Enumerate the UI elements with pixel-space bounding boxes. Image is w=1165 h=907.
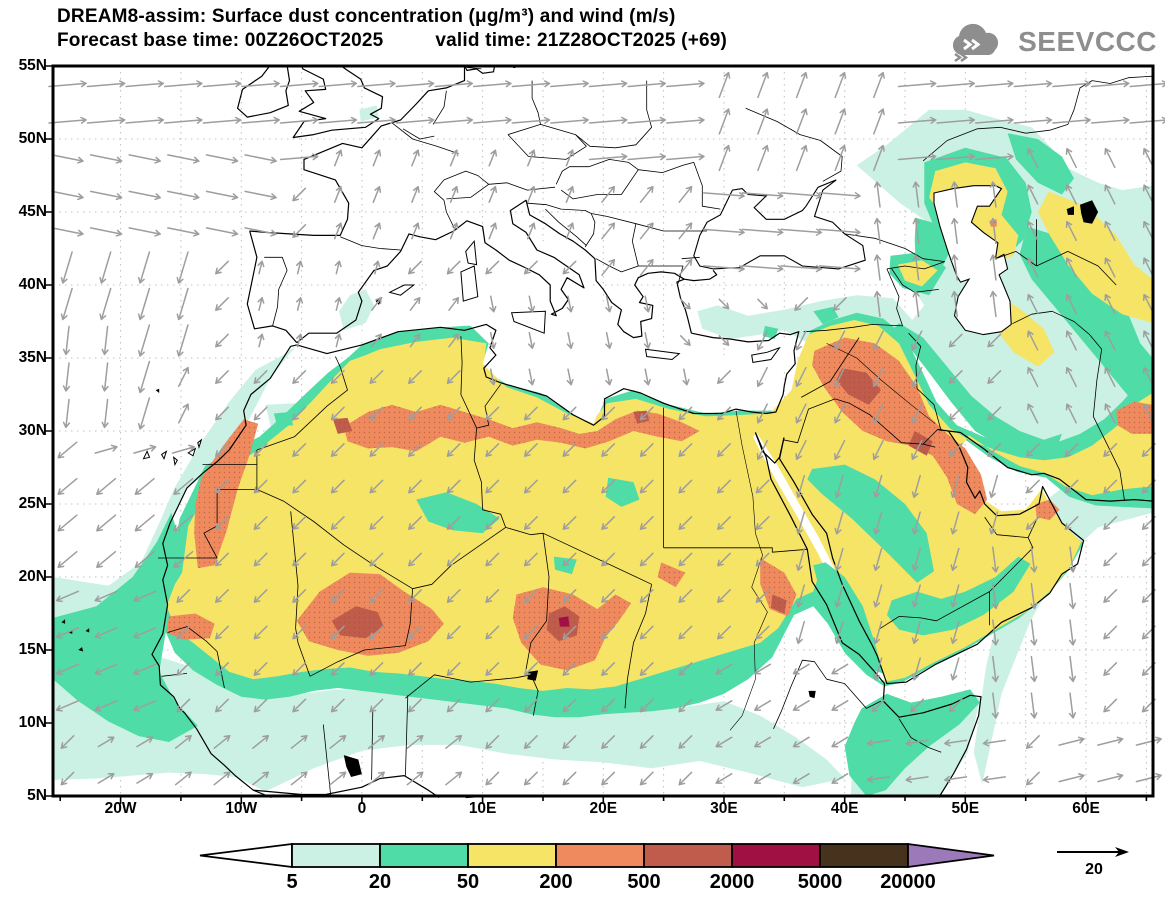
lat-label-50N: 50N [18, 130, 47, 147]
legend-level-200: 200 [539, 871, 573, 893]
islands [142, 239, 781, 467]
sea-caspian-sea [933, 185, 1012, 336]
wind-reference: 20 [1046, 844, 1142, 879]
seevccc-logo: SEEVCCC [947, 20, 1157, 64]
legend-level-500: 500 [627, 871, 661, 893]
legend-colorbar [199, 842, 995, 869]
forecast-base-time: Forecast base time: 00Z26OCT2025 [57, 30, 384, 51]
valid-time: valid time: 21Z28OCT2025 (+69) [435, 30, 728, 51]
lat-label-20N: 20N [18, 568, 47, 585]
lon-label-20W: 20W [104, 800, 137, 817]
lon-label-10E: 10E [468, 800, 497, 817]
lat-label-40N: 40N [18, 276, 47, 293]
lat-label-35N: 35N [18, 349, 47, 366]
legend-level-5: 5 [286, 871, 298, 893]
map-canvas [45, 64, 1165, 804]
lon-label-20E: 20E [589, 800, 618, 817]
cloud-icon [953, 23, 999, 62]
sea-mediterranean [296, 214, 796, 424]
wind-reference-arrow [1057, 847, 1129, 857]
subtitle: Forecast base time: 00Z26OCT2025 valid ti… [57, 29, 727, 53]
title-block: DREAM8-assim: Surface dust concentration… [57, 5, 727, 53]
wind-reference-label: 20 [1085, 861, 1103, 878]
legend-level-2000: 2000 [709, 871, 755, 893]
lakes [61, 200, 1099, 777]
lat-label-25N: 25N [18, 495, 47, 512]
wind-arrows [48, 71, 1165, 786]
legend-level-20: 20 [368, 871, 392, 893]
lat-label-15N: 15N [18, 641, 47, 658]
page-title: DREAM8-assim: Surface dust concentration… [57, 6, 676, 27]
lat-label-5N: 5N [27, 787, 47, 804]
lon-label-0: 0 [357, 800, 367, 817]
legend-level-5000: 5000 [797, 871, 843, 893]
lon-label-30E: 30E [710, 800, 738, 817]
axis-ticks [45, 65, 1148, 804]
dust-contours [53, 105, 1153, 798]
lat-label-30N: 30N [18, 422, 47, 439]
legend-level-50: 50 [456, 871, 480, 893]
logo-text: SEEVCCC [1018, 26, 1157, 57]
lon-label-60E: 60E [1072, 800, 1100, 817]
sea-black-sea [693, 179, 866, 270]
legend-level-20000: 20000 [880, 871, 936, 893]
lon-label-50E: 50E [951, 800, 980, 817]
lon-label-10W: 10W [225, 800, 258, 817]
seas [296, 179, 1012, 681]
lat-label-10N: 10N [18, 714, 47, 731]
lat-label-45N: 45N [18, 203, 47, 220]
map-frame [51, 64, 1155, 798]
dust-overlays [813, 562, 884, 674]
dust-legend: 5 20 50 200 500 2000 5000 20000 [198, 842, 996, 902]
lon-label-40E: 40E [830, 800, 859, 817]
lat-label-55N: 55N [18, 57, 47, 74]
